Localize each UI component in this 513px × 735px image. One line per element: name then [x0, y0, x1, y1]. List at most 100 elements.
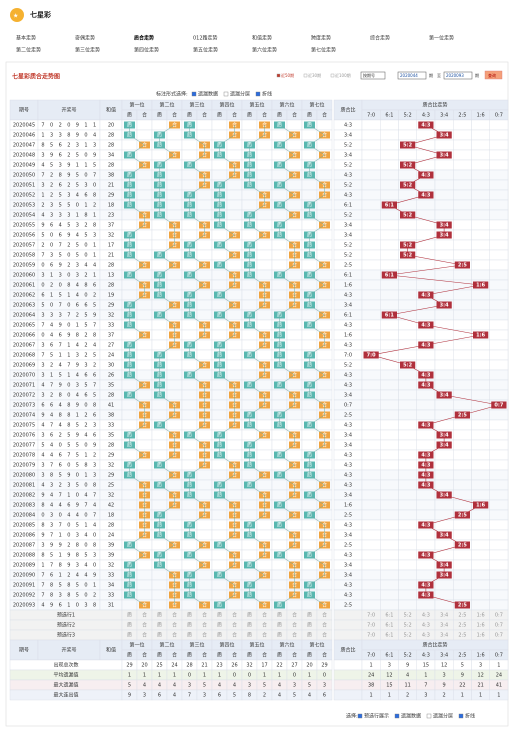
preselect-cell[interactable]: 合 [322, 632, 327, 639]
preselect-cell[interactable]: 合 [142, 622, 147, 629]
option-label[interactable]: 预选行展示 [364, 713, 389, 720]
preselect-cell[interactable]: 1:6 [477, 633, 485, 639]
preselect-cell[interactable]: 2:5 [458, 633, 466, 639]
preselect-cell[interactable]: 0:7 [495, 633, 503, 639]
nav-link[interactable]: 第一位走势 [429, 35, 454, 42]
preselect-cell[interactable]: 合 [142, 612, 147, 619]
preselect-cell[interactable]: 合 [172, 612, 177, 619]
preselect-cell[interactable]: 合 [172, 622, 177, 629]
preselect-cell[interactable]: 合 [202, 612, 207, 619]
checkbox[interactable] [394, 713, 400, 719]
checkbox[interactable] [426, 713, 432, 719]
checkbox[interactable] [191, 91, 197, 97]
preselect-cell[interactable]: 质 [307, 632, 312, 639]
preselect-cell[interactable]: 质 [157, 632, 162, 639]
checkbox[interactable] [357, 713, 363, 719]
preselect-cell[interactable]: 4:3 [422, 623, 430, 629]
preselect-cell[interactable]: 6:1 [385, 633, 393, 639]
nav-link[interactable]: 综合走势 [370, 35, 390, 42]
preselect-cell[interactable]: 质 [247, 612, 252, 619]
preselect-cell[interactable]: 合 [322, 622, 327, 629]
preselect-cell[interactable]: 质 [187, 632, 192, 639]
option-label[interactable]: 遗漏数据 [198, 91, 218, 98]
preselect-cell[interactable]: 质 [127, 622, 132, 629]
preselect-cell[interactable]: 合 [292, 632, 297, 639]
preselect-cell[interactable]: 合 [232, 612, 237, 619]
checkbox[interactable] [458, 713, 464, 719]
nav-link[interactable]: 奇偶走势 [75, 35, 95, 42]
option-label[interactable]: 折线 [465, 713, 475, 720]
preselect-cell[interactable]: 4:3 [422, 633, 430, 639]
radio[interactable] [276, 73, 281, 78]
nav-link[interactable]: 第五位走势 [193, 47, 218, 54]
preselect-cell[interactable]: 质 [127, 612, 132, 619]
preselect-cell[interactable]: 合 [262, 612, 267, 619]
nav-link[interactable]: 和值走势 [252, 35, 272, 42]
preselect-cell[interactable]: 合 [292, 622, 297, 629]
preselect-cell[interactable]: 2:5 [458, 623, 466, 629]
preselect-cell[interactable]: 质 [187, 612, 192, 619]
preselect-cell[interactable]: 合 [322, 612, 327, 619]
option-label[interactable]: 折线 [262, 91, 272, 98]
preselect-cell[interactable]: 合 [292, 612, 297, 619]
preselect-cell[interactable]: 5:2 [404, 633, 412, 639]
preselect-cell[interactable]: 5:2 [404, 623, 412, 629]
preselect-cell[interactable]: 合 [202, 622, 207, 629]
nav-link[interactable]: 第四位走势 [134, 47, 159, 54]
preselect-cell[interactable]: 合 [232, 632, 237, 639]
preselect-cell[interactable]: 6:1 [385, 613, 393, 619]
preselect-cell[interactable]: 6:1 [385, 623, 393, 629]
nav-link[interactable]: 基本走势 [16, 35, 36, 42]
button-label[interactable]: 查询 [488, 72, 496, 78]
preselect-cell[interactable]: 质 [307, 612, 312, 619]
preselect-cell[interactable]: 质 [307, 622, 312, 629]
preselect-cell[interactable]: 质 [277, 612, 282, 619]
preselect-cell[interactable]: 3:4 [440, 613, 448, 619]
preselect-cell[interactable]: 质 [157, 622, 162, 629]
preselect-cell[interactable]: 质 [277, 622, 282, 629]
option-label[interactable]: 遗漏分层 [433, 713, 453, 720]
button[interactable] [484, 70, 503, 80]
input[interactable] [443, 71, 473, 80]
preselect-cell[interactable]: 0:7 [495, 623, 503, 629]
nav-link[interactable]: 第三位走势 [75, 47, 100, 54]
preselect-cell[interactable]: 7:0 [367, 623, 375, 629]
preselect-cell[interactable]: 合 [262, 622, 267, 629]
preselect-cell[interactable]: 质 [187, 622, 192, 629]
preselect-cell[interactable]: 质 [247, 622, 252, 629]
nav-link[interactable]: 第二位走势 [16, 47, 41, 54]
preselect-cell[interactable]: 2:5 [458, 613, 466, 619]
preselect-cell[interactable]: 质 [217, 622, 222, 629]
preselect-cell[interactable]: 质 [247, 632, 252, 639]
preselect-cell[interactable]: 质 [127, 632, 132, 639]
option-label[interactable]: 遗漏分层 [230, 91, 250, 98]
preselect-cell[interactable]: 质 [217, 612, 222, 619]
preselect-cell[interactable]: 7:0 [367, 633, 375, 639]
preselect-cell[interactable]: 4:3 [422, 613, 430, 619]
preselect-cell[interactable]: 质 [217, 632, 222, 639]
preselect-cell[interactable]: 7:0 [367, 613, 375, 619]
preselect-cell[interactable]: 1:6 [477, 613, 485, 619]
preselect-cell[interactable]: 0:7 [495, 613, 503, 619]
period-option[interactable]: 近30期 [308, 72, 321, 78]
preselect-cell[interactable]: 质 [277, 632, 282, 639]
period-option[interactable]: 近50期 [281, 72, 294, 78]
preselect-cell[interactable]: 5:2 [404, 613, 412, 619]
select[interactable] [360, 71, 386, 80]
nav-link[interactable]: 质合走势 [134, 35, 154, 42]
preselect-cell[interactable]: 合 [142, 632, 147, 639]
period-option[interactable]: 近100期 [335, 72, 351, 78]
preselect-cell[interactable]: 合 [172, 632, 177, 639]
preselect-cell[interactable]: 3:4 [440, 623, 448, 629]
radio[interactable] [303, 73, 308, 78]
nav-link[interactable]: 第六位走势 [252, 47, 277, 54]
checkbox[interactable] [223, 91, 229, 97]
option-label[interactable]: 遗漏数据 [401, 713, 421, 720]
checkbox[interactable] [255, 91, 261, 97]
preselect-cell[interactable]: 3:4 [440, 633, 448, 639]
preselect-cell[interactable]: 合 [232, 622, 237, 629]
preselect-cell[interactable]: 质 [157, 612, 162, 619]
nav-link[interactable]: 第七位走势 [311, 47, 336, 54]
preselect-cell[interactable]: 合 [202, 632, 207, 639]
radio[interactable] [330, 73, 335, 78]
